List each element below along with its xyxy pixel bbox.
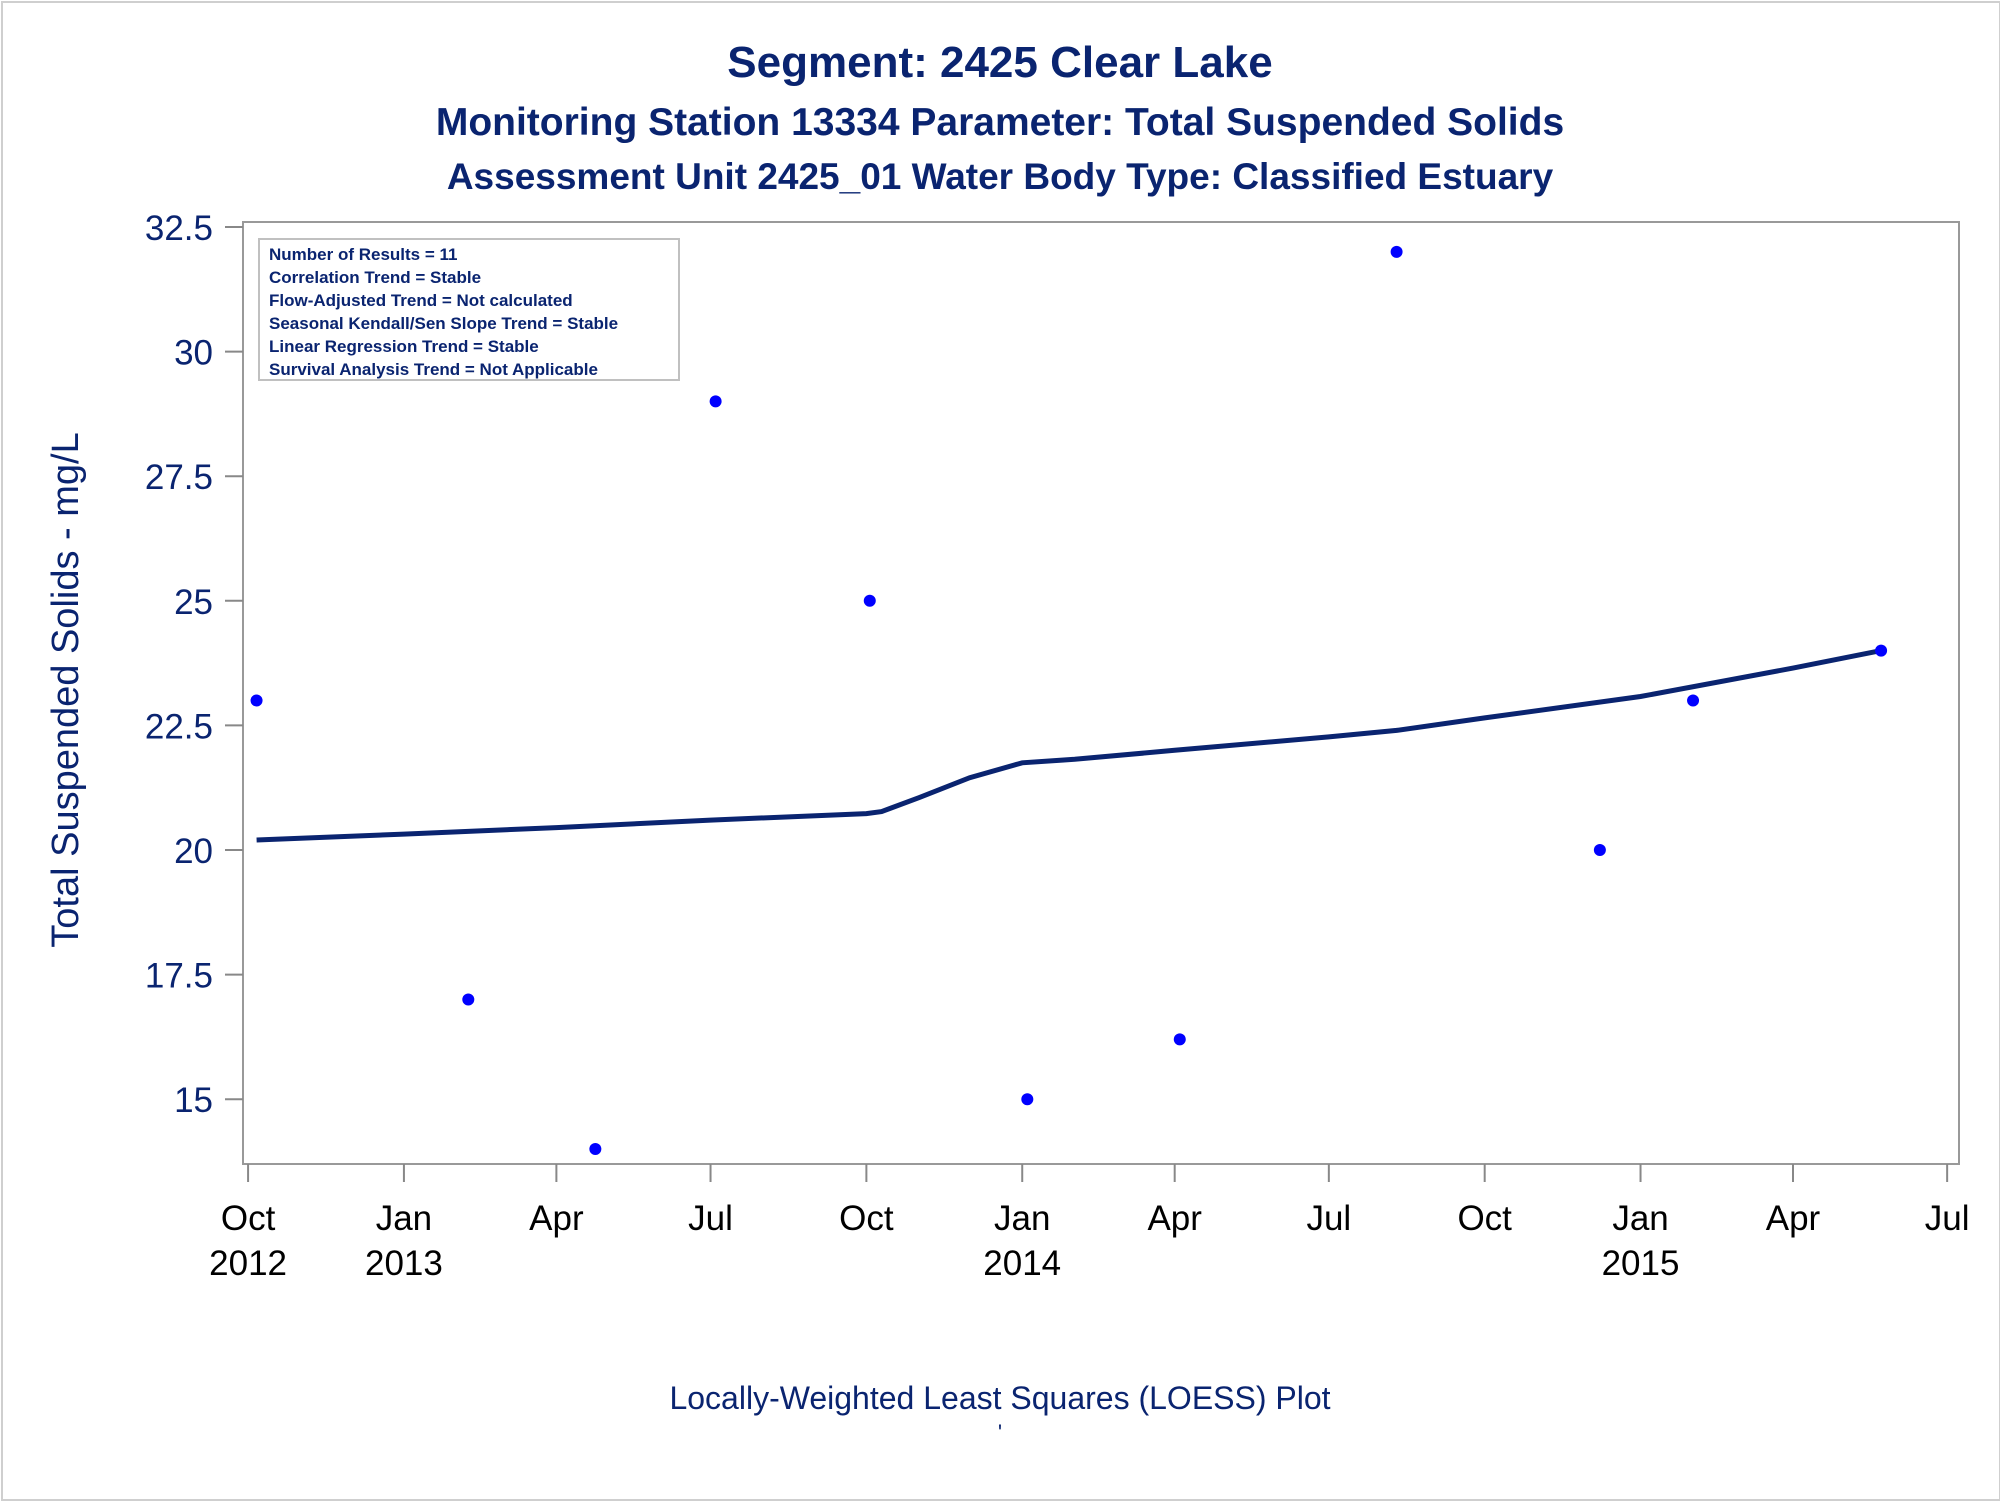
chart-title: Segment: 2425 Clear Lake xyxy=(727,38,1273,87)
loess-line xyxy=(256,648,1882,843)
y-tick-label: 17.5 xyxy=(145,957,213,996)
trend-summary-box: Number of Results = 11 Correlation Trend … xyxy=(258,238,680,381)
x-tick-label: Apr xyxy=(1766,1199,1821,1238)
data-point xyxy=(1021,1093,1034,1106)
y-tick-label: 25 xyxy=(174,583,213,622)
data-point xyxy=(589,1143,602,1156)
trend-summary-border xyxy=(258,238,680,381)
x-tick-label: Apr xyxy=(1147,1199,1202,1238)
data-point xyxy=(1173,1033,1186,1046)
data-points xyxy=(250,245,1888,1156)
footnote-mark: ' xyxy=(997,1420,1003,1445)
trend-summary-line: Number of Results = 11 xyxy=(269,245,457,264)
x-tick-label: Oct xyxy=(221,1199,276,1238)
x-tick-label: Oct xyxy=(1457,1199,1512,1238)
x-tick-label: Jan xyxy=(376,1199,432,1238)
x-tick-year-label: 2015 xyxy=(1602,1244,1680,1283)
trend-summary-line: Survival Analysis Trend = Not Applicable xyxy=(269,360,598,379)
y-tick-label: 32.5 xyxy=(145,209,213,248)
data-point xyxy=(709,395,722,408)
x-tick-label: Jul xyxy=(688,1199,733,1238)
y-tick-label: 30 xyxy=(174,334,213,373)
data-point xyxy=(1593,844,1606,856)
data-point xyxy=(462,993,475,1006)
y-axis: 15 17.5 20 22.5 25 27.5 30 32.5 xyxy=(145,209,243,1120)
x-tick-label: Apr xyxy=(529,1199,584,1238)
y-tick-label: 27.5 xyxy=(145,458,213,497)
x-tick-label: Jul xyxy=(1306,1199,1351,1238)
data-point xyxy=(1687,694,1700,707)
x-tick-label: Jan xyxy=(994,1199,1050,1238)
data-point xyxy=(1875,644,1888,657)
data-point xyxy=(250,694,263,707)
y-axis-label: Total Suspended Solids - mg/L xyxy=(45,432,87,947)
y-tick-label: 15 xyxy=(174,1081,213,1120)
x-tick-label: Jan xyxy=(1612,1199,1668,1238)
y-tick-label: 20 xyxy=(174,832,213,871)
chart-subtitle-station: Monitoring Station 13334 Parameter: Tota… xyxy=(435,101,1565,144)
data-point xyxy=(1390,245,1403,258)
plot-caption: Locally-Weighted Least Squares (LOESS) P… xyxy=(669,1380,1331,1416)
data-point xyxy=(863,594,876,607)
x-tick-year-label: 2012 xyxy=(209,1244,287,1283)
x-tick-label: Jul xyxy=(1925,1199,1970,1238)
x-tick-year-label: 2013 xyxy=(365,1244,443,1283)
trend-summary-line: Linear Regression Trend = Stable xyxy=(269,337,539,356)
trend-summary-line: Correlation Trend = Stable xyxy=(269,268,481,287)
x-axis: Oct 2012 Jan 2013 Apr Jul Oct Jan 2014 Apr Jul Oct J… xyxy=(209,1164,1970,1283)
x-tick-label: Oct xyxy=(839,1199,894,1238)
y-tick-label: 22.5 xyxy=(145,707,213,746)
trend-summary-line: Seasonal Kendall/Sen Slope Trend = Stabl… xyxy=(269,314,618,333)
x-tick-year-label: 2014 xyxy=(983,1244,1061,1283)
plot-area xyxy=(242,221,1960,1165)
trend-summary-line: Flow-Adjusted Trend = Not calculated xyxy=(269,291,573,310)
chart-subtitle-assessment: Assessment Unit 2425_01 Water Body Type:… xyxy=(446,156,1554,197)
